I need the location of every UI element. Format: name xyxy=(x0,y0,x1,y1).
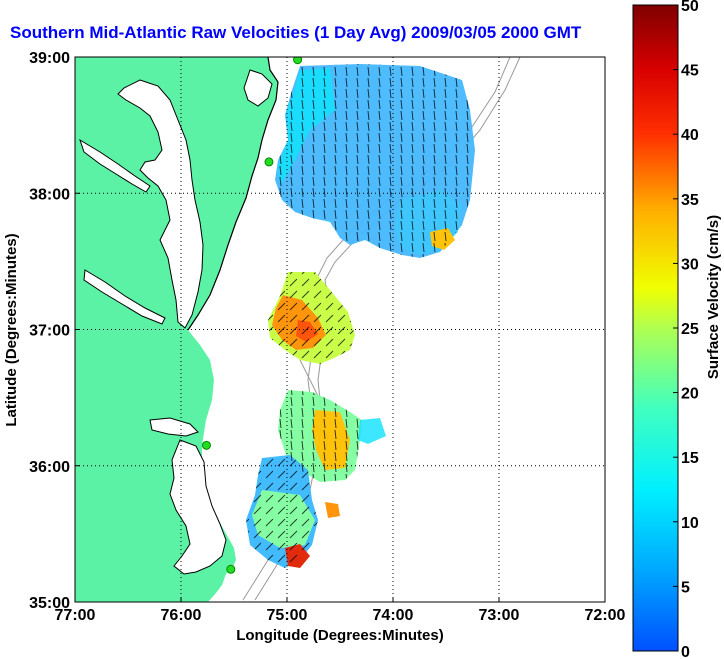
colorbar-label: Surface Velocity (cm/s) xyxy=(705,215,722,379)
x-tick-label: 72:00 xyxy=(585,607,626,624)
delmarva-coast xyxy=(187,57,279,331)
colorbar-tick-label: 35 xyxy=(681,192,699,209)
colorbar-ticks: 0 5 10 15 20 25 30 35 40 45 50 xyxy=(673,0,699,659)
y-tick-label: 37:00 xyxy=(29,323,70,340)
x-tick-label: 77:00 xyxy=(55,607,96,624)
colorbar-tick-label: 45 xyxy=(681,63,699,80)
colorbar-tick-label: 40 xyxy=(681,127,699,144)
map-title: Southern Mid-Atlantic Raw Velocities (1 … xyxy=(10,23,582,42)
potomac-river xyxy=(79,138,151,193)
colorbar-tick-label: 0 xyxy=(681,644,690,659)
x-axis-label: Longitude (Degrees:Minutes) xyxy=(236,627,444,644)
y-tick-labels: 35:00 36:00 37:00 38:00 39:00 xyxy=(29,50,80,612)
delaware-bay xyxy=(243,69,273,107)
y-tick-label: 39:00 xyxy=(29,50,70,67)
x-tick-label: 76:00 xyxy=(161,607,202,624)
colorbar-tick-label: 50 xyxy=(681,0,699,15)
y-tick-label: 38:00 xyxy=(29,186,70,203)
velocity-patch-south-orange xyxy=(325,502,340,518)
station-marker xyxy=(201,440,211,450)
colorbar-tick-label: 30 xyxy=(681,256,699,273)
grid-lines xyxy=(75,57,605,602)
x-tick-label: 73:00 xyxy=(479,607,520,624)
chesapeake-bay xyxy=(117,79,204,329)
y-tick-label: 35:00 xyxy=(29,595,70,612)
colorbar-tick-label: 5 xyxy=(681,579,690,596)
station-markers xyxy=(201,57,303,574)
colorbar xyxy=(632,4,679,652)
station-marker xyxy=(293,57,303,65)
colorbar-tick-label: 10 xyxy=(681,515,699,532)
colorbar-tick-label: 15 xyxy=(681,450,699,467)
velocity-patch-mid-cyan xyxy=(358,418,386,444)
colorbar-tick-label: 25 xyxy=(681,321,699,338)
station-marker xyxy=(226,564,236,574)
x-tick-labels: 77:00 76:00 75:00 74:00 73:00 72:00 xyxy=(55,597,626,624)
y-axis-label: Latitude (Degrees:Minutes) xyxy=(3,233,20,426)
y-tick-label: 36:00 xyxy=(29,459,70,476)
plot-area xyxy=(75,57,605,602)
x-tick-label: 75:00 xyxy=(267,607,308,624)
velocity-arrows xyxy=(246,64,475,568)
pamlico-sound xyxy=(169,439,227,575)
james-river xyxy=(83,269,166,325)
colorbar-tick-label: 20 xyxy=(681,386,699,403)
albemarle-sound xyxy=(149,417,199,437)
x-tick-label: 74:00 xyxy=(373,607,414,624)
station-marker xyxy=(264,157,274,167)
